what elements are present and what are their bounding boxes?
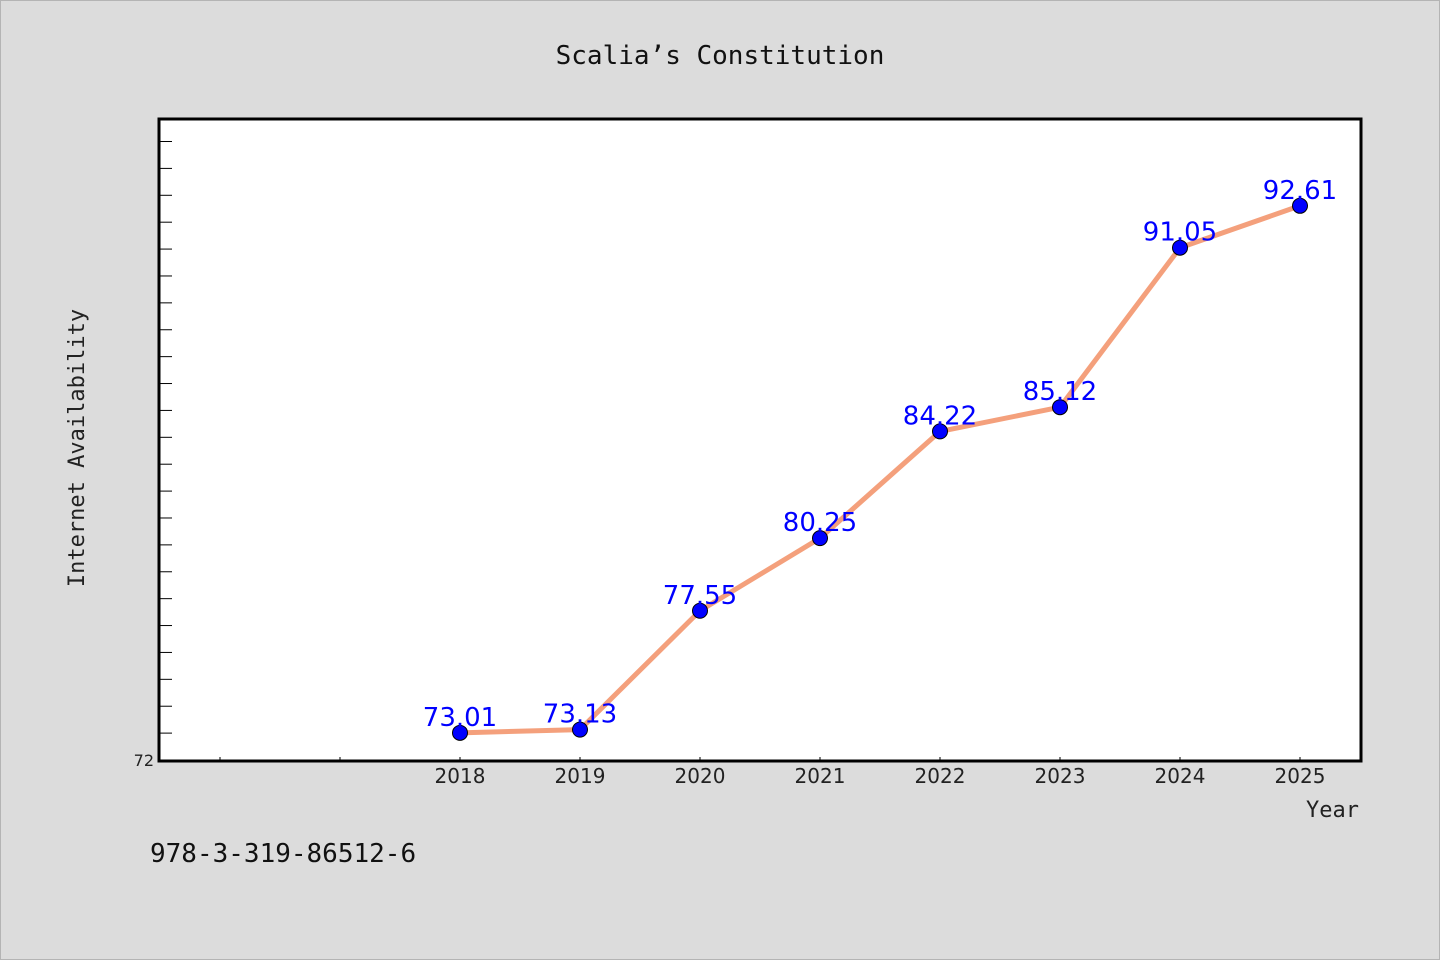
data-point-marker [1172, 239, 1188, 256]
data-label: 73.01 [423, 703, 497, 733]
x-tick-label: 2021 [795, 764, 846, 788]
data-label: 85.12 [1023, 377, 1097, 407]
y-axis-label: Internet Availability [65, 309, 90, 587]
data-label: 84.22 [903, 401, 977, 431]
x-tick-label: 2020 [675, 764, 726, 788]
series-line [459, 203, 1301, 736]
data-label: 73.13 [543, 700, 617, 730]
x-axis-label: Year [1306, 798, 1359, 823]
data-label: 91.05 [1143, 218, 1217, 248]
data-point-marker [932, 423, 948, 440]
isbn-text: 978-3-319-86512-6 [150, 839, 416, 869]
x-tick-label: 2023 [1035, 764, 1086, 788]
data-label: 80.25 [783, 508, 857, 538]
x-tick-label: 2024 [1155, 764, 1206, 788]
x-tick-label: 2018 [435, 764, 486, 788]
chart-title: Scalia’s Constitution [556, 41, 885, 71]
plot-area [157, 117, 1363, 763]
x-tick-label: 2019 [555, 764, 606, 788]
data-label: 77.55 [663, 581, 737, 611]
y-axis-ticks: 72 [134, 141, 172, 770]
data-point-marker [572, 721, 588, 738]
y-tick-label: 72 [134, 751, 154, 770]
x-tick-label: 2025 [1275, 764, 1326, 788]
x-tick-label: 2022 [915, 764, 966, 788]
data-point-marker [692, 602, 708, 619]
series-layer: 73.01 73.13 77.55 80.25 84.22 85.12 91.05 92.61 [423, 176, 1337, 741]
data-point-marker [1292, 197, 1308, 214]
data-point-marker [452, 724, 468, 741]
data-label: 92.61 [1263, 176, 1337, 206]
x-axis-ticks: 2018 2019 2020 2021 2022 2023 2024 2025 [219, 757, 1326, 788]
data-point-marker [1052, 399, 1068, 416]
data-point-marker [812, 530, 828, 547]
